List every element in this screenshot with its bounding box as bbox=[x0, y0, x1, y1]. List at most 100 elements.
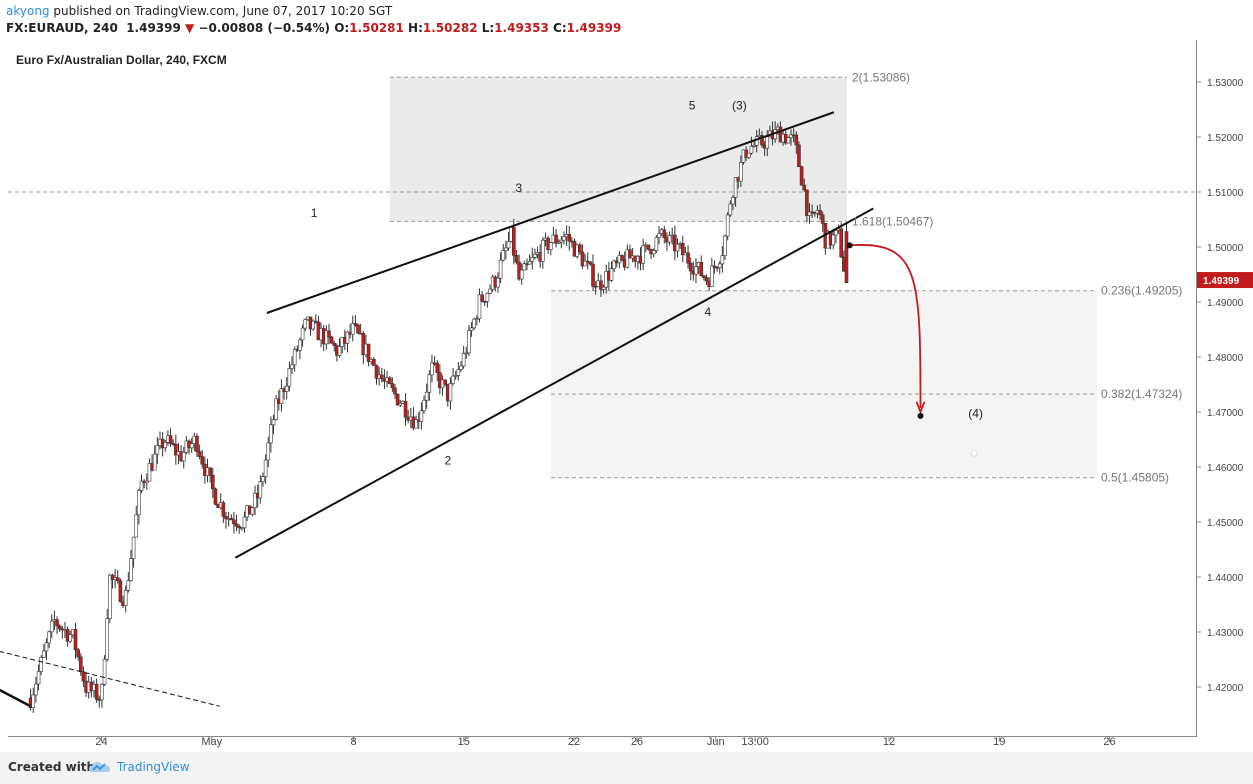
candle-body bbox=[731, 197, 735, 205]
wave-label: 4 bbox=[705, 305, 712, 319]
projection-start-dot bbox=[846, 242, 853, 249]
candle-body bbox=[448, 383, 453, 402]
candle-body bbox=[430, 362, 434, 376]
candle-body bbox=[108, 574, 112, 619]
candle-body bbox=[134, 514, 139, 538]
candle-body bbox=[427, 374, 432, 393]
candle-body bbox=[522, 263, 527, 271]
candle-body bbox=[144, 480, 149, 484]
time-tick-label: 15 bbox=[458, 736, 470, 748]
candle-body bbox=[168, 435, 173, 444]
candle-body bbox=[699, 261, 704, 277]
candle-body bbox=[717, 263, 722, 268]
candle-body bbox=[292, 348, 297, 366]
time-tick-label: May bbox=[201, 736, 222, 748]
price-tick-label: 1.43000 bbox=[1207, 628, 1244, 639]
projection-end-dot bbox=[917, 412, 924, 419]
candle-body bbox=[126, 580, 131, 591]
low-label: L: bbox=[481, 21, 495, 35]
time-tick-label: 26 bbox=[631, 736, 643, 748]
candle-body bbox=[720, 255, 725, 265]
time-tick-label: 22 bbox=[568, 736, 580, 748]
candle-body bbox=[34, 683, 38, 696]
created-with-label: Created with bbox=[8, 760, 96, 774]
down-arrow-icon: ▼ bbox=[185, 21, 195, 35]
candle-body bbox=[266, 442, 271, 461]
candle-body bbox=[567, 234, 572, 242]
candle-body bbox=[760, 135, 764, 146]
candle-body bbox=[327, 330, 331, 338]
candle-body bbox=[554, 234, 558, 244]
fib-extension-zone bbox=[390, 77, 847, 222]
candle-body bbox=[477, 294, 482, 319]
candle-body bbox=[229, 518, 234, 521]
wave-label: (4) bbox=[968, 407, 983, 421]
wave-label: 2 bbox=[445, 453, 452, 467]
candle-body bbox=[81, 671, 86, 682]
candle-body bbox=[237, 526, 242, 529]
tradingview-cloud-icon bbox=[89, 762, 110, 772]
fib-retracement-zone bbox=[551, 290, 1097, 478]
candle-body bbox=[123, 590, 128, 606]
candle-body bbox=[646, 244, 651, 250]
candle-body bbox=[599, 280, 603, 290]
candle-body bbox=[504, 247, 508, 251]
price-chart[interactable]: 2(1.53086) 1.618(1.50467) 0.236(1.49205) 0.… bbox=[0, 40, 1253, 752]
candle-body bbox=[269, 424, 273, 444]
fib-level-label: 1.618(1.50467) bbox=[852, 214, 933, 228]
author-name[interactable]: akyong bbox=[6, 4, 50, 18]
candle-body bbox=[583, 260, 587, 267]
price-tick-label: 1.46000 bbox=[1207, 463, 1244, 474]
candle-body bbox=[746, 152, 751, 158]
candle-body bbox=[234, 523, 239, 527]
candle-body bbox=[57, 625, 62, 630]
price-tick-label: 1.45000 bbox=[1207, 518, 1244, 529]
candle-body bbox=[395, 393, 400, 406]
candle-body bbox=[424, 391, 429, 401]
candle-body bbox=[514, 255, 519, 263]
publish-text: published on TradingView.com, June 07, 2… bbox=[53, 4, 393, 18]
candle-body bbox=[733, 177, 738, 198]
time-tick-label: 8 bbox=[350, 736, 356, 748]
candle-body bbox=[208, 467, 212, 476]
wave-label: 5 bbox=[689, 99, 696, 113]
candle-body bbox=[472, 318, 476, 329]
candle-body bbox=[686, 252, 690, 264]
candle-body bbox=[580, 251, 585, 267]
candle-body bbox=[274, 398, 278, 420]
candle-body bbox=[390, 383, 395, 389]
last-price-label: 1.49399 bbox=[1203, 276, 1240, 287]
tradingview-brand[interactable]: TradingView bbox=[117, 760, 190, 774]
price-axis[interactable]: 1.42000 1.43000 1.44000 1.45000 1.46000 1.470… bbox=[1196, 40, 1253, 694]
old-trend-solid-line bbox=[0, 688, 32, 708]
chart-title: Euro Fx/Australian Dollar, 240, FXCM bbox=[16, 53, 227, 67]
candle-body bbox=[496, 277, 500, 288]
candle-body bbox=[374, 365, 379, 379]
candle-body bbox=[651, 250, 656, 255]
time-axis-border bbox=[8, 736, 1196, 737]
candle-body bbox=[213, 488, 218, 505]
price-tick-label: 1.50000 bbox=[1207, 243, 1244, 254]
candle-body bbox=[488, 288, 492, 294]
candle-body bbox=[337, 346, 342, 356]
price-tick-label: 1.49000 bbox=[1207, 298, 1244, 309]
candle-body bbox=[419, 410, 424, 422]
close-label: C: bbox=[553, 21, 567, 35]
close-value: 1.49399 bbox=[566, 21, 622, 35]
candle-body bbox=[39, 657, 43, 672]
candle-body bbox=[459, 365, 463, 370]
candle-body bbox=[300, 327, 305, 341]
candle-body bbox=[593, 286, 598, 288]
high-label: H: bbox=[408, 21, 423, 35]
candle-body bbox=[839, 228, 843, 258]
candle-body bbox=[403, 401, 408, 418]
time-axis[interactable]: 24 May 8 15 22 26 Jun 13:00 12 19 26 bbox=[95, 736, 1115, 748]
candle-body bbox=[834, 230, 838, 236]
candle-body bbox=[469, 327, 474, 331]
publish-info: akyong published on TradingView.com, Jun… bbox=[6, 4, 392, 18]
candle-body bbox=[451, 375, 455, 384]
candle-body bbox=[556, 241, 561, 244]
candle-body bbox=[129, 558, 133, 581]
candle-body bbox=[831, 234, 836, 246]
candle-body bbox=[654, 237, 659, 251]
